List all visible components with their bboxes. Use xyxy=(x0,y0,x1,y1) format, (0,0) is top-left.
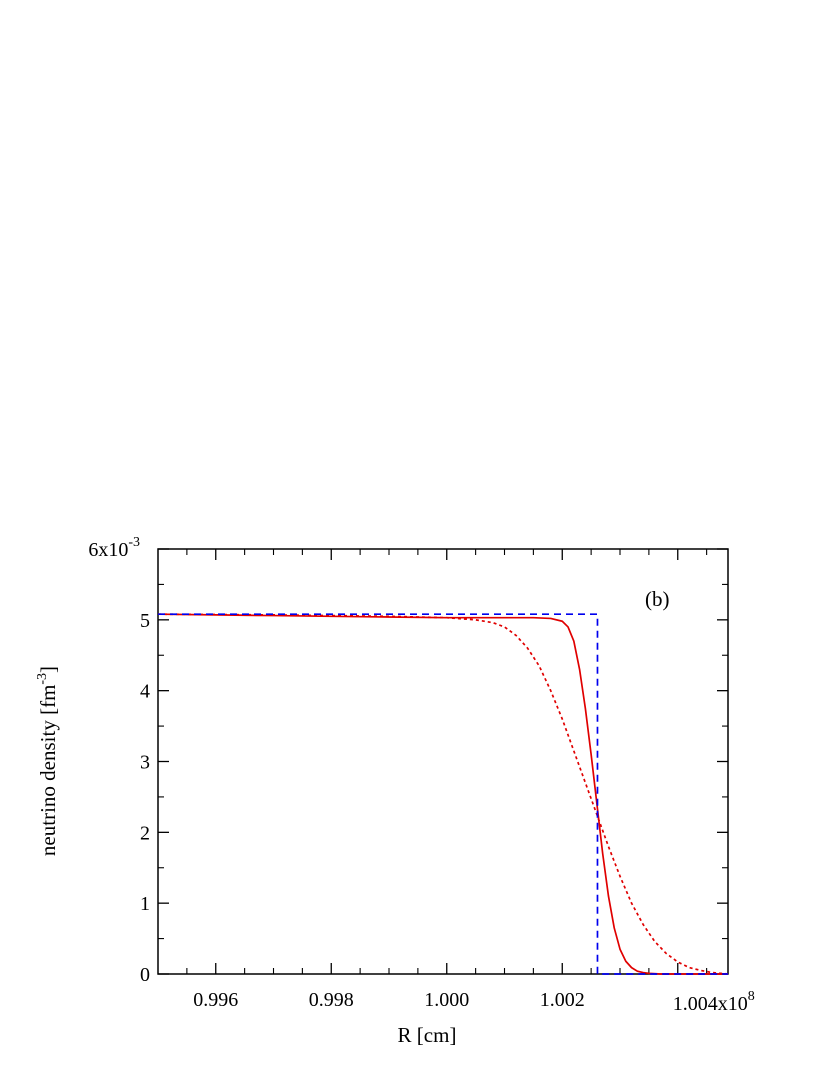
y-axis-label-main: neutrino density [fm xyxy=(36,685,60,856)
x-tick-label: 0.998 xyxy=(309,989,354,1011)
series-line-dotted xyxy=(157,613,729,975)
series xyxy=(157,613,729,975)
x-tick-label: 1.002 xyxy=(540,989,585,1011)
y-axis-label-sup: -3 xyxy=(35,673,50,685)
y-axis-label: neutrino density [fm-3] xyxy=(35,666,60,856)
x-tick-label: 1.000 xyxy=(424,989,469,1011)
y-tick-label: 4 xyxy=(140,681,150,703)
series-line-dashed xyxy=(158,613,728,975)
y-tick-label: 1 xyxy=(140,893,150,915)
y-tick-label: 6x10-3 xyxy=(88,535,140,561)
y-axis-label-close: ] xyxy=(36,666,60,673)
x-axis-label: R [cm] xyxy=(398,1023,457,1047)
series-line-solid xyxy=(157,613,728,975)
plot-frame xyxy=(157,548,729,975)
y-tick-label: 2 xyxy=(140,822,150,844)
y-tick-label: 5 xyxy=(140,610,150,632)
x-tick-label: 1.004x108 xyxy=(673,989,755,1015)
panel-annotation: (b) xyxy=(645,587,670,611)
x-tick-label: 0.996 xyxy=(193,989,238,1011)
ticks xyxy=(158,548,728,975)
y-tick-label: 3 xyxy=(140,752,150,774)
tick-labels: 0.996 0.998 1.000 1.002 1.004x108 0 1 2 3 4 5 6x10-… xyxy=(88,535,754,1015)
y-tick-label: 0 xyxy=(140,964,150,986)
